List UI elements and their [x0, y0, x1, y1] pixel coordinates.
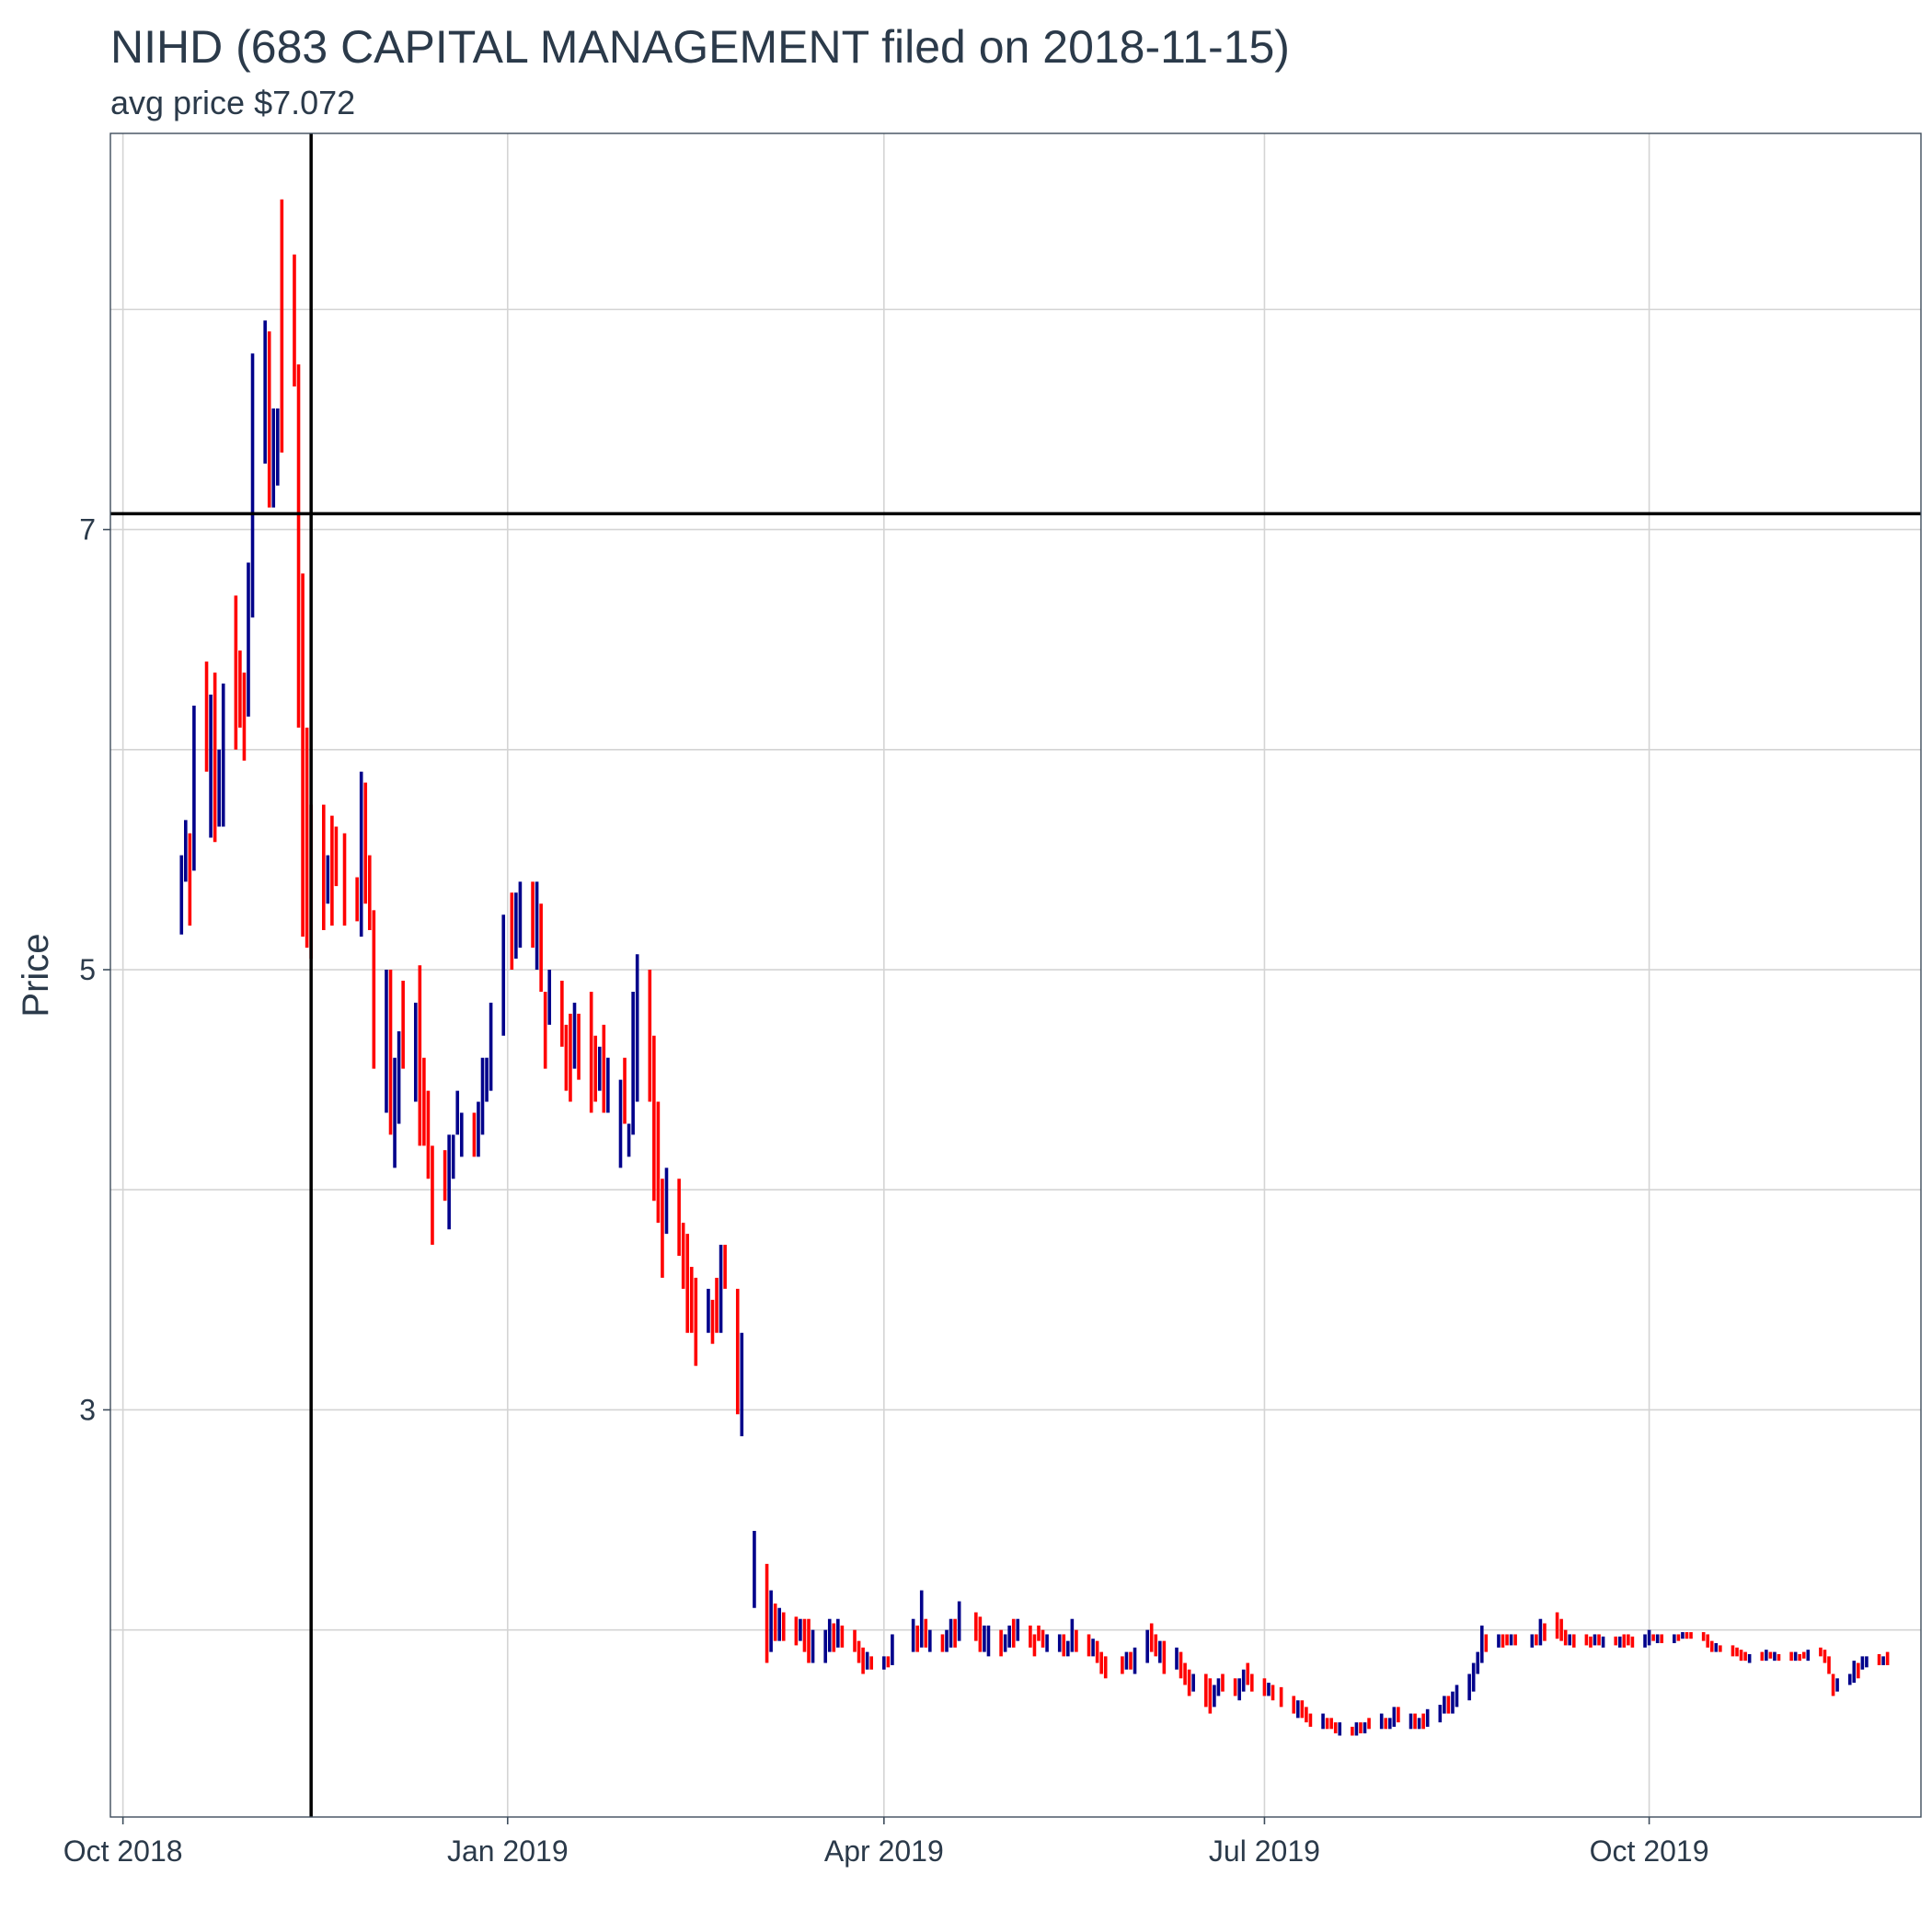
- x-tick-label: Apr 2019: [824, 1834, 944, 1868]
- y-tick-label: 5: [79, 953, 96, 986]
- reference-lines: [110, 133, 1921, 1817]
- x-tick-label: Jul 2019: [1209, 1834, 1320, 1868]
- chart-title: NIHD (683 CAPITAL MANAGEMENT filed on 20…: [110, 21, 1290, 73]
- x-tick-label: Oct 2018: [63, 1834, 183, 1868]
- y-tick-label: 7: [79, 513, 96, 546]
- grid: [110, 133, 1921, 1817]
- x-axis-ticks: Oct 2018 Jan 2019 Apr 2019 Jul 2019 Oct 2019: [63, 1817, 1709, 1868]
- chart-subtitle: avg price $7.072: [110, 84, 355, 121]
- y-axis-title: Price: [16, 933, 56, 1017]
- y-axis-ticks: 3 5 7: [79, 513, 110, 1426]
- x-tick-label: Jan 2019: [447, 1834, 569, 1868]
- ohlc-bars: [179, 199, 1890, 1736]
- y-tick-label: 3: [79, 1393, 96, 1426]
- plot-panel-border: [109, 132, 1922, 1818]
- x-tick-label: Oct 2019: [1590, 1834, 1709, 1868]
